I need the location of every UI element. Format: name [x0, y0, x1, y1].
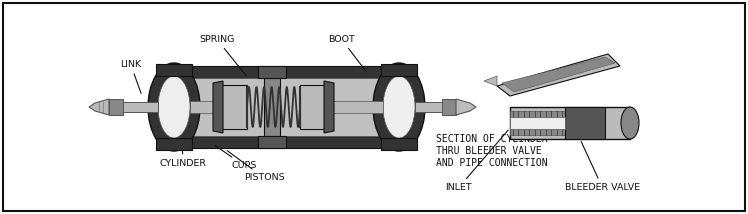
- Text: TOWN BUICK: TOWN BUICK: [265, 95, 355, 107]
- Ellipse shape: [158, 76, 190, 138]
- Polygon shape: [89, 99, 109, 115]
- Polygon shape: [324, 81, 334, 133]
- Bar: [117, 102, 158, 112]
- Bar: [510, 111, 565, 135]
- Bar: [190, 78, 383, 136]
- Bar: [258, 136, 286, 148]
- Bar: [258, 66, 286, 78]
- Text: CYLINDER: CYLINDER: [160, 149, 207, 168]
- Bar: [109, 99, 123, 115]
- Ellipse shape: [373, 63, 425, 151]
- Polygon shape: [502, 57, 615, 92]
- Bar: [168, 78, 405, 136]
- Ellipse shape: [621, 107, 639, 139]
- Bar: [330, 101, 383, 113]
- Text: LINK: LINK: [120, 59, 141, 93]
- Bar: [442, 99, 456, 115]
- Bar: [190, 101, 217, 113]
- Polygon shape: [213, 81, 223, 133]
- Bar: [156, 138, 192, 150]
- Bar: [415, 102, 450, 112]
- Text: CUPS: CUPS: [215, 146, 257, 171]
- Bar: [217, 85, 247, 129]
- Text: TOWNBUICK.COM: TOWNBUICK.COM: [270, 110, 350, 119]
- Text: AND PIPE CONNECTION: AND PIPE CONNECTION: [436, 158, 548, 168]
- Bar: [264, 78, 280, 136]
- Bar: [510, 117, 565, 129]
- Text: PISTONS: PISTONS: [227, 151, 285, 183]
- Polygon shape: [497, 54, 620, 96]
- Bar: [381, 138, 417, 150]
- Bar: [168, 136, 405, 148]
- Polygon shape: [456, 99, 476, 115]
- Text: SPRING: SPRING: [199, 34, 246, 76]
- Bar: [156, 64, 192, 76]
- Bar: [565, 107, 605, 139]
- Text: SECTION OF CYLINDER: SECTION OF CYLINDER: [436, 134, 548, 144]
- Bar: [168, 66, 405, 78]
- Ellipse shape: [383, 76, 415, 138]
- Bar: [510, 107, 630, 139]
- Ellipse shape: [148, 63, 200, 151]
- Text: BOOT: BOOT: [328, 34, 367, 72]
- Text: THRU BLEEDER VALVE: THRU BLEEDER VALVE: [436, 146, 542, 156]
- Bar: [381, 64, 417, 76]
- Text: INLET: INLET: [445, 130, 508, 193]
- Polygon shape: [484, 76, 497, 86]
- Text: BLEEDER VALVE: BLEEDER VALVE: [565, 141, 640, 193]
- Bar: [300, 85, 330, 129]
